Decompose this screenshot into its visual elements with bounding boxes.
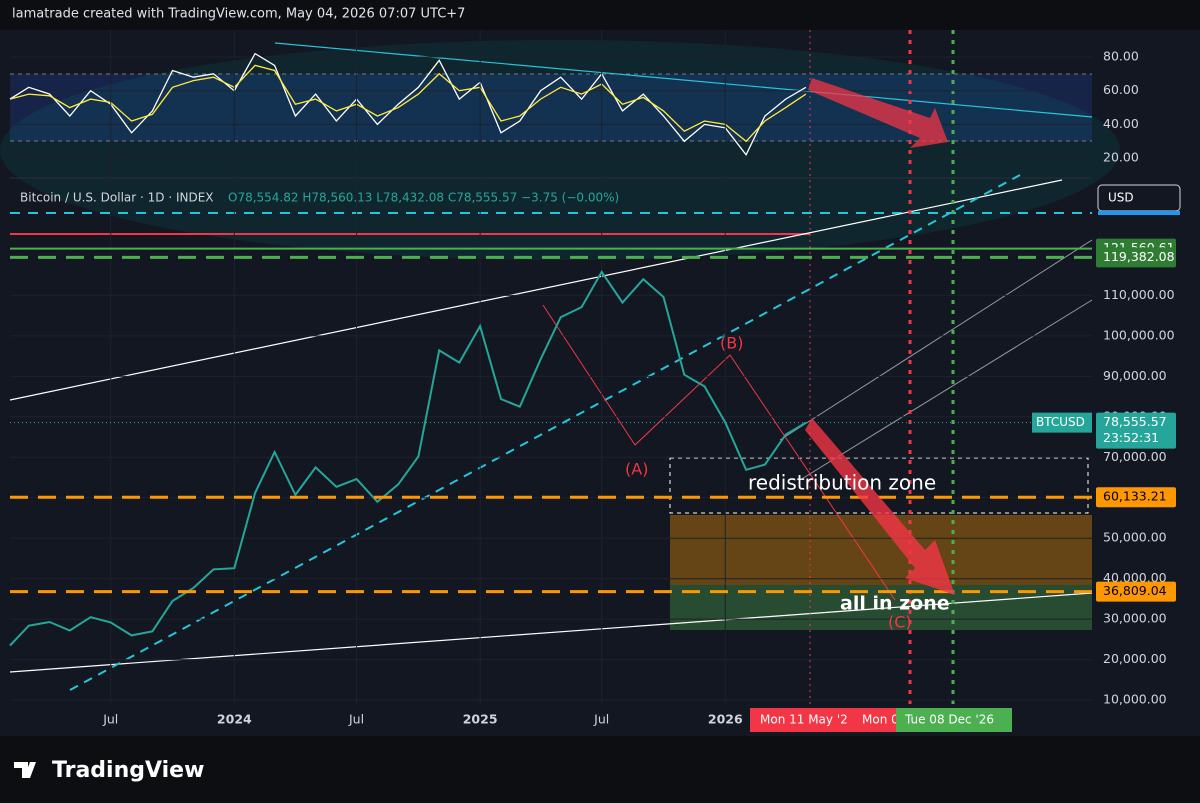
cyan-trend [69,174,1021,691]
upper-trend [9,179,1063,401]
y-tick-label: 90,000.00 [1103,368,1167,383]
channel-top [779,239,1093,441]
level-tag [1096,487,1176,508]
symbol-tag [1032,412,1092,433]
x-tick-label: Jul [102,712,118,727]
lower-trend [9,592,1093,673]
currency-bar [1098,211,1180,215]
wave-a: (A) [625,460,648,479]
level-tag [1096,247,1176,268]
header: lamatrade created with TradingView.com, … [12,7,465,22]
rsi-trend [274,42,1093,118]
series-line [9,52,807,157]
x-tick-label: 2026 [708,712,743,727]
orange-zone [670,515,1092,585]
symbol-label: BTCUSD [1036,415,1085,429]
date-label-1: Mon 11 May '2 [760,713,848,727]
last-label: 78,555.57 [1103,414,1167,429]
date-label-2: Mon 0 [862,713,899,727]
y-tick-label: 40,000.00 [1103,570,1167,585]
y-tick-label: 30,000.00 [1103,611,1167,626]
y-tick-label: 50,000.00 [1103,530,1167,545]
x-tick-label: Jul [348,712,364,727]
wave-path [542,304,896,601]
channel-bottom [799,299,1093,481]
date-box-1 [750,708,900,732]
redistribution-label: redistribution zone [748,471,936,495]
series-line [9,270,807,647]
date-label-3: Tue 08 Dec '26 [904,713,994,727]
x-tick-label: Jul [593,712,609,727]
level-label: 36,809.04 [1103,583,1167,598]
wave-c: (C) [888,613,912,632]
y-tick-label: 70,000.00 [1103,449,1167,464]
rsi-arrow [808,78,948,148]
last-tag [1096,412,1176,449]
x-tick-label: 2024 [217,712,252,727]
level-label: 60,133.21 [1103,489,1167,504]
y-tick-label: 110,000.00 [1103,287,1175,302]
currency: USD [1108,191,1134,205]
level-label: 119,382.08 [1103,249,1175,264]
price-arrow [805,418,955,595]
series-line [9,64,807,143]
logo-icon [14,762,36,778]
y-tick-label: 40.00 [1103,116,1139,131]
date-box-3 [896,708,1012,732]
y-tick-label: 20,000.00 [1103,651,1167,666]
ohlc: O78,554.82 H78,560.13 L78,432.08 C78,555… [228,191,619,205]
y-tick-label: 60.00 [1103,82,1139,97]
chart-title: Bitcoin / U.S. Dollar · 1D · INDEX [20,191,214,205]
chart-bg [0,30,1200,736]
x-tick-label: 2025 [463,712,498,727]
y-tick-label: 100,000.00 [1103,327,1175,342]
y-tick-label: 20.00 [1103,150,1139,165]
level-tag [1096,581,1176,602]
y-tick-label: 80.00 [1103,48,1139,63]
countdown: 23:52:31 [1103,430,1159,445]
wave-b: (B) [720,334,743,353]
all-in-label: all in zone [840,593,950,615]
footer-logo: TradingView [52,758,204,783]
y-tick-label: 10,000.00 [1103,692,1167,707]
